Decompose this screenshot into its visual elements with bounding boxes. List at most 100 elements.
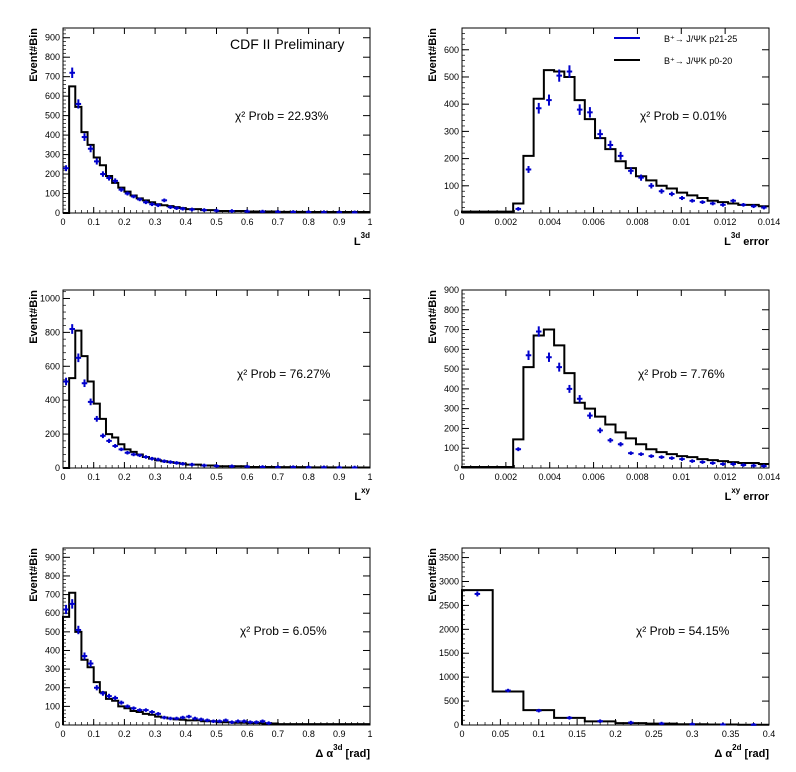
x-tick-label: 0 [60, 217, 65, 227]
series-blue-point [290, 210, 297, 214]
series-blue-point [130, 452, 137, 457]
series-blue-point [149, 202, 155, 207]
series-blue-point [351, 465, 358, 469]
series-blue-point [244, 209, 250, 213]
series-blue-point [638, 174, 644, 181]
series-blue-point [648, 454, 655, 458]
series-blue-point [699, 200, 706, 204]
y-tick-label: 200 [444, 154, 459, 164]
series-blue-point [669, 456, 675, 460]
x-tick-label: 0.6 [241, 472, 254, 482]
y-tick-label: 400 [444, 384, 459, 394]
series-blue-point [201, 208, 207, 212]
series-blue-point [143, 200, 149, 205]
series-blue-point [740, 463, 747, 467]
series-blue-point [761, 464, 767, 468]
series-blue-point [566, 384, 573, 393]
series-blue-point [617, 151, 624, 160]
y-tick-label: 800 [45, 571, 60, 581]
y-tick-label: 800 [444, 305, 459, 315]
series-blue-point [750, 463, 757, 468]
series-blue-point [94, 685, 100, 691]
series-blue-point [167, 460, 174, 464]
x-tick-label: 0.4 [180, 472, 193, 482]
series-blue-point [173, 461, 180, 465]
series-blue-point [161, 715, 168, 720]
series-blue-point [149, 456, 155, 461]
x-axis-title: Δ α3d [rad] [315, 743, 370, 760]
y-tick-label: 300 [444, 126, 459, 136]
series-blue-point [63, 165, 69, 172]
series-blue-point [81, 652, 88, 660]
series-blue-point [167, 205, 174, 210]
y-tick-label: 200 [444, 423, 459, 433]
series-blue-point [597, 427, 603, 434]
x-tick-label: 0.8 [302, 217, 315, 227]
series-blue-point [179, 461, 186, 466]
series-blue-point [75, 353, 82, 363]
series-blue-point [201, 463, 207, 468]
series-blue-point [720, 462, 726, 466]
series-blue-point [730, 462, 736, 466]
y-tick-label: 500 [444, 72, 459, 82]
series-blue-point [136, 197, 143, 202]
series-black-histogram [461, 69, 769, 213]
x-tick-label: 1 [367, 217, 372, 227]
series-blue-point [124, 704, 131, 709]
series-blue-point [275, 209, 281, 213]
cdf-preliminary-label: CDF II Preliminary [230, 36, 344, 52]
series-blue-point [229, 720, 235, 724]
x-tick-label: 1 [367, 729, 372, 739]
series-blue-point [210, 719, 217, 724]
series-blue-point [597, 129, 603, 139]
series-black-histogram [63, 85, 370, 214]
series-blue-point [587, 412, 593, 419]
y-axis-title: Event#Bin [28, 28, 40, 82]
series-black-histogram [461, 328, 769, 469]
x-tick-label: 0.1 [532, 729, 545, 739]
x-axis-title: L3d error [724, 231, 770, 248]
y-tick-label: 0 [454, 463, 459, 473]
y-tick-label: 500 [45, 111, 60, 121]
series-blue-point [143, 455, 149, 459]
y-tick-label: 0 [55, 208, 60, 218]
series-blue-point [63, 377, 69, 386]
series-blue-point [607, 140, 614, 150]
series-blue-point [658, 188, 665, 194]
series-blue-point [556, 69, 562, 82]
y-tick-label: 900 [45, 33, 60, 43]
series-blue-point [81, 379, 88, 388]
series-black-histogram [62, 591, 370, 726]
series-blue-point [290, 465, 297, 469]
x-axis-title: Lxy error [725, 486, 770, 503]
series-blue-point [259, 465, 266, 468]
series-blue-point [648, 183, 655, 189]
y-tick-label: 1500 [439, 648, 459, 658]
series-blue-point [546, 94, 552, 106]
x-tick-label: 0.002 [495, 217, 518, 227]
y-tick-label: 100 [45, 701, 60, 711]
x-tick-label: 0.1 [87, 729, 100, 739]
y-tick-label: 800 [45, 327, 60, 337]
series-blue-point [192, 716, 198, 721]
series-blue-point [75, 99, 82, 109]
series-blue-point [515, 207, 522, 211]
series-blue-point [161, 198, 168, 203]
series-blue-point [679, 457, 685, 461]
y-tick-label: 2000 [439, 624, 459, 634]
series-blue-point [566, 716, 573, 720]
series-blue-point [556, 362, 562, 372]
chi2-prob-label: χ² Prob = 22.93% [235, 109, 329, 123]
series-blue-point [130, 194, 137, 199]
y-tick-label: 300 [444, 404, 459, 414]
series-blue-point [607, 437, 614, 443]
series-blue-point [525, 166, 532, 173]
series-blue-point [106, 693, 112, 699]
y-tick-label: 200 [45, 683, 60, 693]
chi2-prob-label: χ² Prob = 6.05% [240, 624, 327, 638]
x-tick-label: 0.012 [714, 472, 737, 482]
series-blue-point [515, 447, 522, 452]
series-blue-point [253, 720, 260, 724]
series-blue-point [709, 461, 716, 465]
